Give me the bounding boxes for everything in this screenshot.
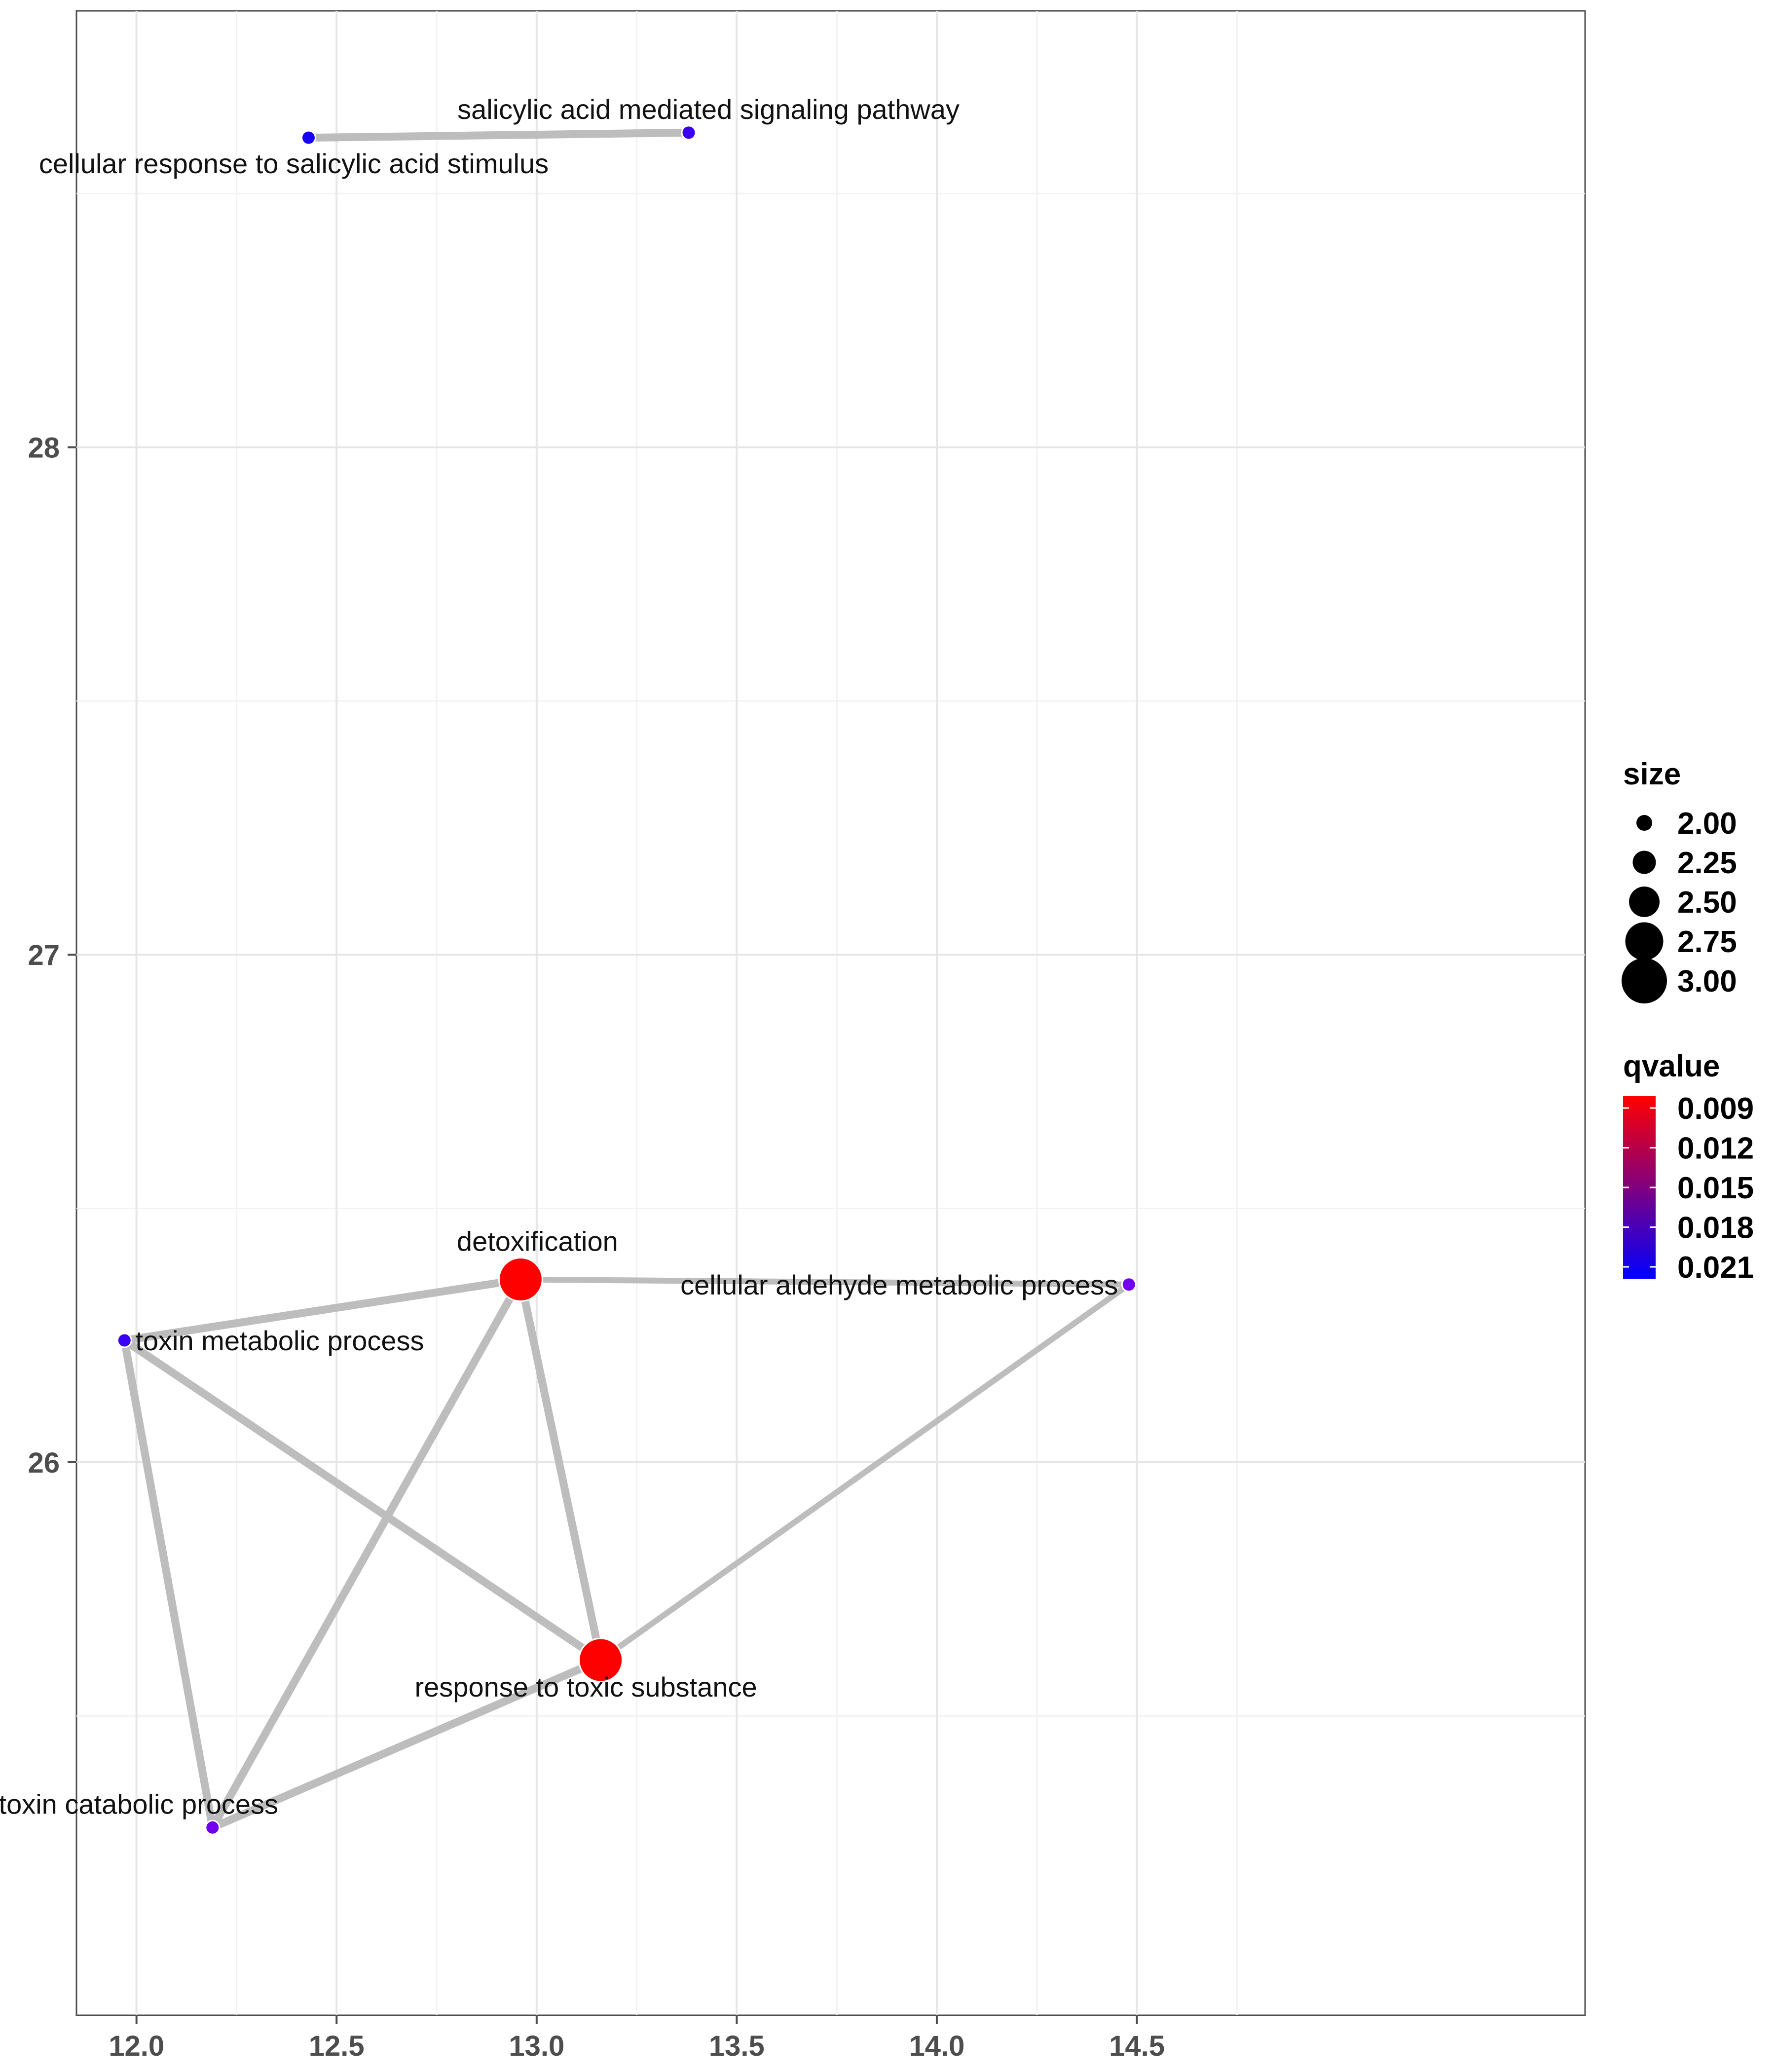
y-tick-label: 27 bbox=[28, 939, 60, 971]
node-label-sa-stimulus: cellular response to salicylic acid stim… bbox=[39, 148, 549, 179]
edge-toxin-metabolic-toxin-catabolic bbox=[120, 1336, 217, 1832]
size-legend-key bbox=[1625, 922, 1664, 961]
y-tick-label: 26 bbox=[28, 1447, 60, 1479]
qvalue-legend-label: 0.009 bbox=[1677, 1092, 1754, 1126]
x-tick-label: 13.0 bbox=[509, 2030, 564, 2062]
x-tick-label: 13.5 bbox=[709, 2030, 765, 2062]
qvalue-legend-label: 0.015 bbox=[1677, 1171, 1754, 1205]
qvalue-legend-label: 0.018 bbox=[1677, 1211, 1754, 1245]
size-legend-key bbox=[1629, 887, 1660, 917]
size-legend-label: 2.50 bbox=[1677, 886, 1737, 920]
size-legend-label: 2.00 bbox=[1677, 807, 1737, 841]
size-legend-label: 2.75 bbox=[1677, 925, 1737, 959]
node-toxic-substance bbox=[578, 1637, 624, 1683]
node-aldehyde bbox=[1121, 1277, 1137, 1293]
node-toxin-metabolic bbox=[116, 1332, 132, 1348]
node-label-toxin-catabolic: toxin catabolic process bbox=[0, 1788, 278, 1819]
x-tick-label: 14.0 bbox=[909, 2030, 965, 2062]
edge-sa-stimulus-sa-pathway bbox=[304, 128, 693, 142]
size-legend-key bbox=[1622, 958, 1667, 1003]
size-legend-label: 2.25 bbox=[1677, 846, 1737, 880]
edge-detox-aldehyde bbox=[518, 1276, 1132, 1288]
node-label-toxic-substance: response to toxic substance bbox=[415, 1671, 757, 1702]
y-tick-label: 28 bbox=[28, 432, 60, 464]
node-toxin-catabolic bbox=[205, 1819, 221, 1835]
legend: size 2.00 2.25 2.50 2.75 3.00 qvalue 0.009 0.012… bbox=[1622, 757, 1754, 1285]
node-labels: salicylic acid mediated signaling pathwa… bbox=[0, 94, 1118, 1820]
edge-toxin-catabolic-toxic-substance bbox=[208, 1656, 605, 1832]
grid-lines bbox=[76, 11, 1585, 2015]
size-legend-key bbox=[1632, 851, 1656, 874]
node-label-detox: detoxification bbox=[457, 1226, 618, 1257]
size-legend-key bbox=[1636, 815, 1652, 831]
edge-toxin-metabolic-detox bbox=[120, 1275, 525, 1344]
edges bbox=[120, 128, 1132, 1832]
edge-toxic-substance-aldehyde bbox=[597, 1281, 1132, 1663]
nodes bbox=[116, 125, 1137, 1835]
node-label-toxin-metabolic: toxin metabolic process bbox=[135, 1325, 424, 1356]
size-legend-title: size bbox=[1623, 757, 1681, 791]
edge-toxin-metabolic-toxic-substance bbox=[120, 1336, 605, 1664]
edge-detox-toxic-substance bbox=[517, 1275, 605, 1664]
x-tick-label: 12.0 bbox=[109, 2030, 164, 2062]
edge-detox-toxin-catabolic bbox=[208, 1275, 525, 1832]
x-tick-label: 12.5 bbox=[309, 2030, 365, 2062]
x-tick-label: 14.5 bbox=[1109, 2030, 1165, 2062]
node-sa-pathway bbox=[681, 125, 697, 141]
node-sa-stimulus bbox=[300, 130, 316, 146]
node-label-sa-pathway: salicylic acid mediated signaling pathwa… bbox=[457, 94, 960, 125]
qvalue-legend-label: 0.021 bbox=[1677, 1251, 1754, 1285]
size-legend-label: 3.00 bbox=[1677, 964, 1737, 999]
qvalue-legend-title: qvalue bbox=[1623, 1049, 1720, 1083]
qvalue-legend-label: 0.012 bbox=[1677, 1132, 1754, 1166]
node-label-aldehyde: cellular aldehyde metabolic process bbox=[680, 1269, 1118, 1300]
node-detox bbox=[498, 1257, 543, 1302]
plot-panel-background bbox=[75, 10, 1586, 2016]
axes: 12.0 12.5 13.0 13.5 14.0 14.5 26 27 28 bbox=[28, 432, 1164, 2062]
